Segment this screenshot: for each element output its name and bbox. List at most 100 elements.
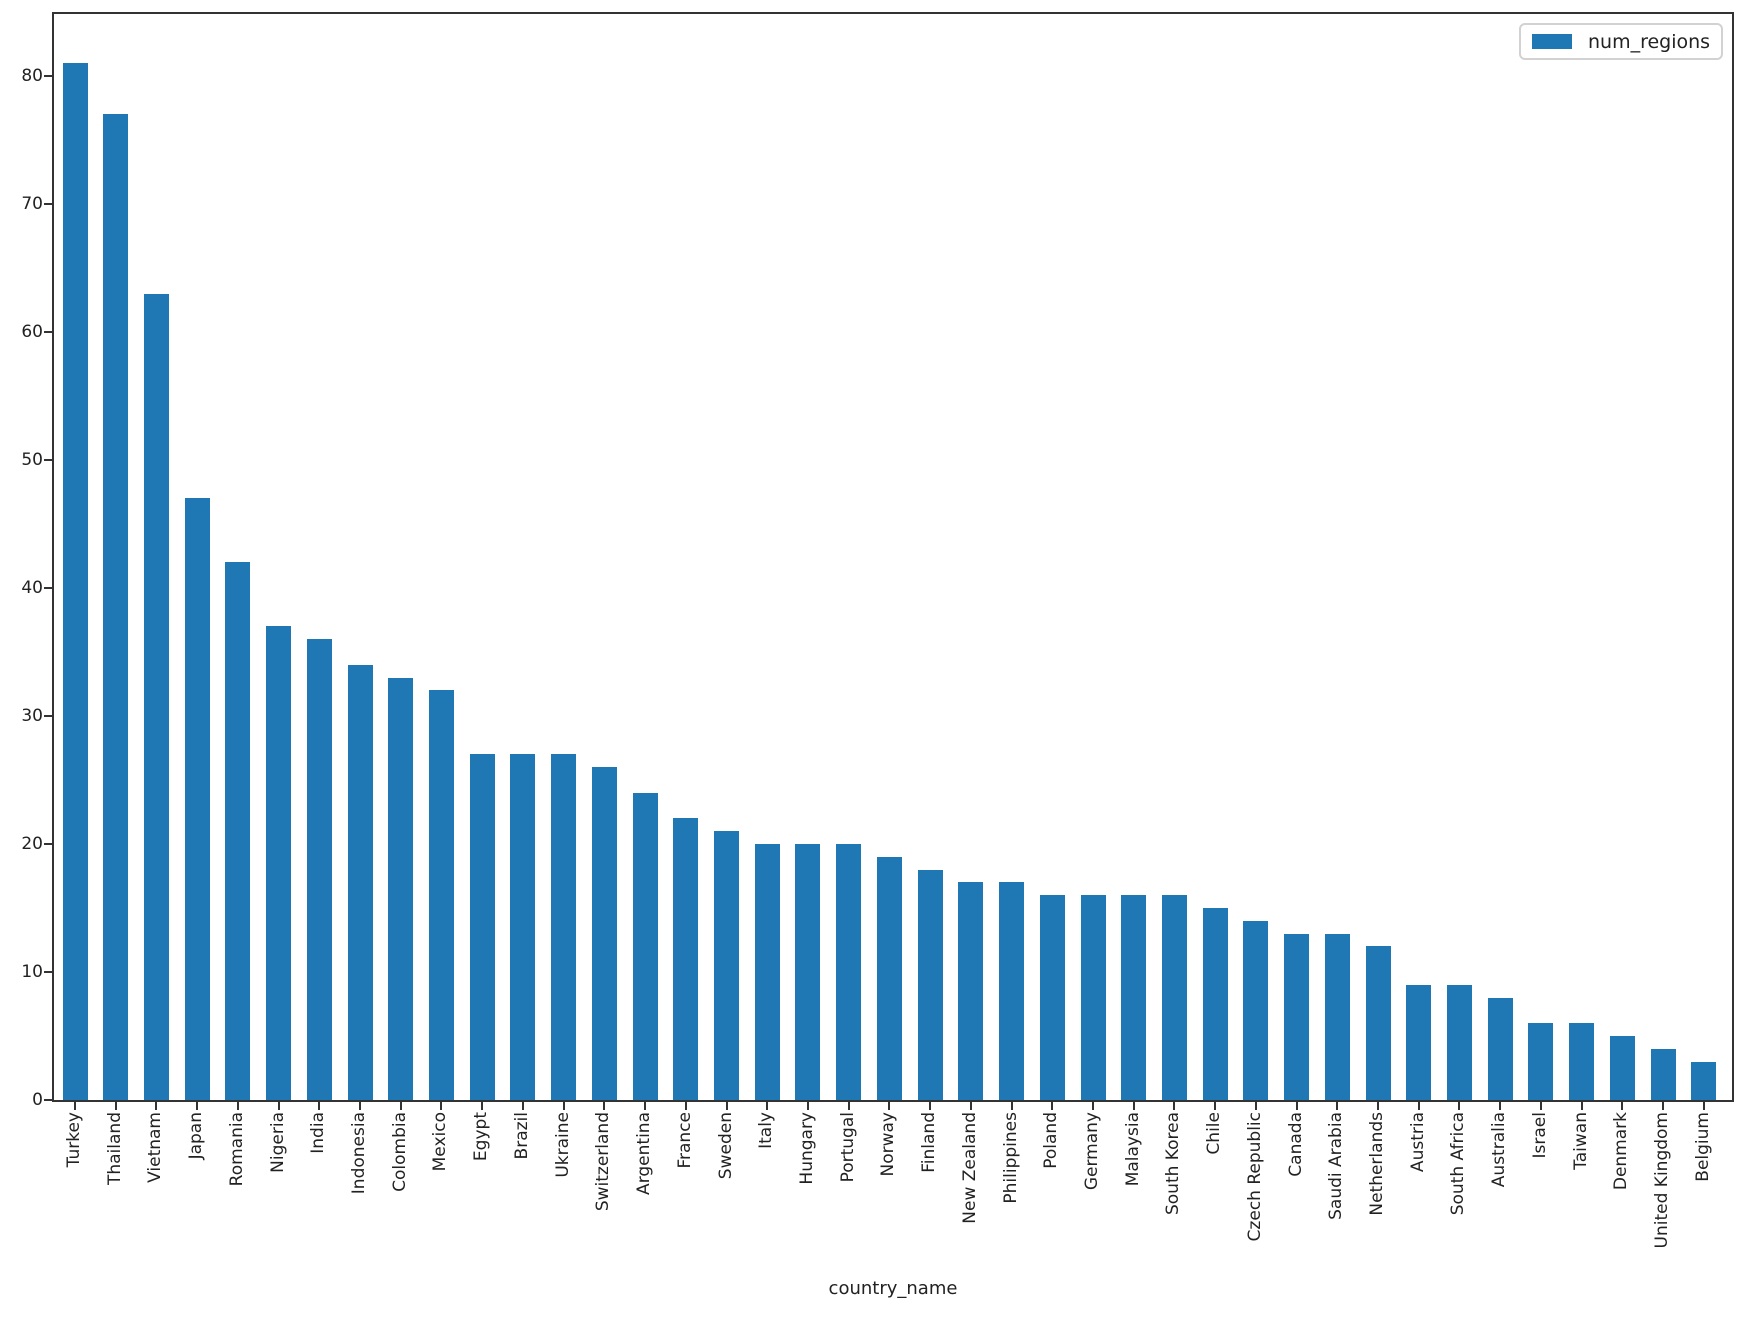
bar-new-zealand (958, 882, 984, 1100)
bar-hungary (795, 844, 821, 1100)
x-tick-mark (929, 1102, 932, 1110)
x-tick-mark (766, 1102, 769, 1110)
x-tick-label: Poland (1041, 1112, 1062, 1169)
x-tick-mark (1051, 1102, 1054, 1110)
x-tick-label: South Korea (1163, 1112, 1184, 1216)
x-tick-label: Brazil (511, 1112, 532, 1160)
y-tick-label: 50 (21, 450, 43, 470)
bar-france (673, 818, 699, 1100)
bar-saudi-arabia (1324, 933, 1350, 1100)
x-tick-label: South Africa (1448, 1112, 1469, 1216)
bar-south-africa (1446, 984, 1472, 1100)
y-tick-mark (44, 971, 52, 973)
bar-netherlands (1365, 946, 1391, 1100)
bar-canada (1284, 933, 1310, 1100)
x-tick-mark (1499, 1102, 1502, 1110)
y-tick-mark (44, 203, 52, 205)
legend-swatch (1532, 34, 1572, 49)
x-tick-mark (806, 1102, 809, 1110)
bar-denmark (1609, 1036, 1635, 1100)
x-tick-label: Finland (919, 1112, 940, 1173)
x-tick-mark (318, 1102, 321, 1110)
x-tick-label: Switzerland (593, 1112, 614, 1212)
x-tick-label: Hungary (796, 1112, 817, 1185)
legend-label: num_regions (1588, 30, 1711, 53)
bar-vietnam (143, 293, 169, 1100)
x-tick-mark (725, 1102, 728, 1110)
legend: num_regions (1519, 23, 1724, 60)
x-tick-mark (440, 1102, 443, 1110)
bar-indonesia (347, 664, 373, 1100)
x-tick-label: Portugal (837, 1112, 858, 1183)
x-tick-label: Germany (1082, 1112, 1102, 1191)
x-tick-mark (1336, 1102, 1339, 1110)
bar-italy (754, 844, 780, 1100)
bar-portugal (836, 844, 862, 1100)
bar-egypt (469, 754, 495, 1100)
y-tick-label: 10 (21, 962, 43, 982)
x-tick-mark (603, 1102, 606, 1110)
x-tick-mark (1214, 1102, 1217, 1110)
y-tick-label: 20 (21, 834, 43, 854)
x-tick-mark (562, 1102, 565, 1110)
x-tick-mark (1539, 1102, 1542, 1110)
bar-germany (1080, 895, 1106, 1100)
x-tick-mark (277, 1102, 280, 1110)
x-tick-mark (888, 1102, 891, 1110)
x-tick-label: India (308, 1112, 329, 1154)
bar-belgium (1691, 1061, 1717, 1100)
x-tick-mark (1580, 1102, 1583, 1110)
bar-argentina (632, 792, 658, 1100)
x-tick-label: Colombia (389, 1112, 410, 1192)
bar-united-kingdom (1650, 1048, 1676, 1100)
x-tick-mark (155, 1102, 158, 1110)
x-tick-mark (359, 1102, 362, 1110)
x-tick-label: Turkey (64, 1112, 84, 1168)
x-tick-label: France (674, 1112, 695, 1169)
bar-chile (1202, 908, 1228, 1100)
bar-israel (1528, 1023, 1554, 1100)
x-tick-label: Nigeria (267, 1112, 288, 1173)
bar-taiwan (1569, 1023, 1595, 1100)
x-tick-label: Argentina (634, 1112, 655, 1195)
bar-mexico (428, 690, 454, 1100)
bar-india (306, 639, 332, 1100)
bar-norway (876, 856, 902, 1100)
bar-ukraine (551, 754, 577, 1100)
y-tick-mark (44, 459, 52, 461)
x-tick-label: Denmark (1611, 1112, 1632, 1191)
bar-sweden (714, 831, 740, 1100)
y-tick-mark (44, 75, 52, 77)
y-tick-mark (44, 843, 52, 845)
x-tick-mark (114, 1102, 117, 1110)
x-tick-mark (644, 1102, 647, 1110)
x-tick-mark (236, 1102, 239, 1110)
x-tick-mark (1010, 1102, 1013, 1110)
x-tick-mark (1092, 1102, 1094, 1110)
x-tick-label: Philippines (1000, 1112, 1021, 1204)
bar-czech-republic (1243, 920, 1269, 1100)
y-tick-label: 60 (21, 322, 43, 342)
bar-south-korea (1161, 895, 1187, 1100)
y-tick-mark (44, 331, 52, 333)
bar-colombia (388, 677, 414, 1100)
bar-brazil (510, 754, 536, 1100)
x-tick-mark (969, 1102, 972, 1110)
x-tick-label: Netherlands (1367, 1112, 1388, 1216)
x-tick-mark (1173, 1102, 1176, 1110)
x-tick-label: Taiwan (1570, 1112, 1591, 1170)
x-tick-mark (521, 1102, 524, 1110)
bar-poland (1039, 895, 1065, 1100)
x-tick-label: Italy (756, 1112, 777, 1149)
x-tick-label: Ukraine (552, 1112, 573, 1178)
bar-turkey (62, 63, 88, 1100)
x-tick-label: Chile (1204, 1112, 1225, 1155)
x-tick-mark (1621, 1102, 1624, 1110)
x-tick-label: Austria (1407, 1112, 1428, 1173)
bar-finland (917, 869, 943, 1100)
x-tick-mark (1377, 1102, 1380, 1110)
x-tick-label: Mexico (430, 1112, 451, 1172)
y-tick-label: 80 (21, 66, 43, 86)
y-tick-label: 30 (21, 706, 43, 726)
